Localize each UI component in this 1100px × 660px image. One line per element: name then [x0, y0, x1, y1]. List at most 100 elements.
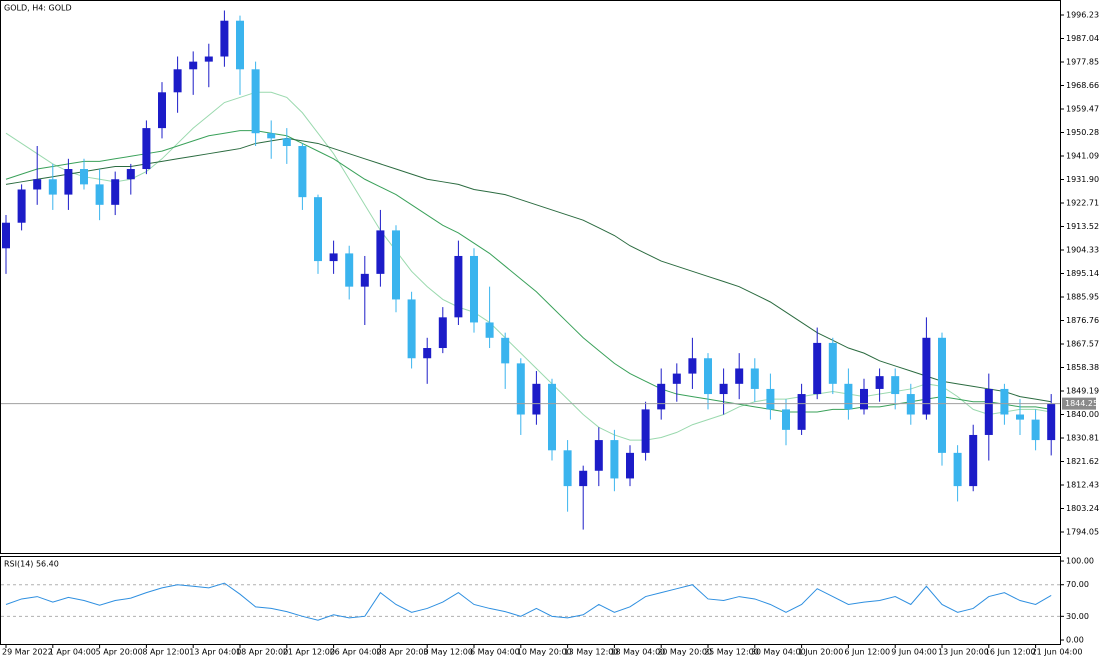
y-tick-label: 1987.04 [1066, 34, 1099, 43]
x-tick-label: 13 Jun 20:00 [938, 648, 989, 657]
candle-body [454, 255, 463, 318]
candle-body [1047, 403, 1056, 441]
y-tick-label: 1867.57 [1066, 340, 1099, 349]
x-tick-label: 5 Apr 20:00 [96, 648, 143, 657]
candle-body [485, 322, 494, 338]
y-tick-label: 1803.24 [1066, 504, 1099, 513]
x-tick-label: 30 May 04:00 [751, 648, 806, 657]
candle-body [267, 133, 276, 139]
candle-body [984, 388, 993, 435]
x-tick-label: 8 Apr 12:00 [142, 648, 189, 657]
x-tick-label: 29 Mar 2022 [2, 648, 53, 657]
y-tick-label: 1840.00 [1066, 410, 1099, 419]
candle-body [1016, 414, 1024, 420]
candle-body [1031, 419, 1040, 441]
candle-body [376, 230, 385, 274]
x-tick-label: 16 Jun 12:00 [985, 648, 1036, 657]
moving-average [5, 91, 1052, 441]
candle-body [891, 376, 900, 395]
candle-body [360, 273, 369, 287]
candle-body [48, 179, 57, 195]
y-tick-label: 1895.14 [1066, 269, 1099, 278]
x-tick-label: 18 Apr 20:00 [236, 648, 288, 657]
moving-average [5, 137, 1052, 403]
candle-body [532, 383, 541, 415]
candle-body [548, 383, 556, 451]
candle-body [33, 179, 42, 190]
candle-body [797, 394, 806, 430]
y-tick-label: 1794.05 [1066, 528, 1099, 537]
candle-body [407, 299, 416, 359]
y-tick-label: 1913.52 [1066, 222, 1099, 231]
candle-body [844, 383, 853, 410]
x-tick-label: 3 May 12:00 [423, 648, 473, 657]
x-tick-label: 9 Jun 04:00 [891, 648, 937, 657]
candle-body [719, 383, 728, 395]
candle-body [610, 440, 619, 479]
y-tick-label: 30.00 [1066, 612, 1089, 621]
candle-body [969, 434, 978, 487]
candle-body [173, 69, 182, 93]
y-tick-label: 1996.23 [1066, 11, 1099, 20]
candle-body [1000, 388, 1009, 415]
candle-body [345, 253, 354, 287]
candle-body [828, 342, 837, 384]
x-tick-label: 1 Apr 04:00 [49, 648, 96, 657]
x-tick-label: 20 May 20:00 [657, 648, 712, 657]
candle-body [922, 337, 931, 415]
x-tick-label: 28 Apr 20:00 [376, 648, 428, 657]
y-tick-label: 100.00 [1066, 557, 1094, 566]
candle-body [657, 383, 666, 410]
candle-body [438, 317, 447, 349]
candle-body [906, 394, 915, 415]
x-tick-label: 13 Apr 04:00 [189, 648, 241, 657]
candle-body [782, 409, 790, 430]
y-tick-label: 1849.19 [1066, 387, 1099, 396]
y-tick-label: 1922.71 [1066, 199, 1099, 208]
y-tick-label: 1941.09 [1066, 152, 1099, 161]
moving-average [5, 130, 1052, 413]
x-tick-label: 1 Jun 20:00 [798, 648, 844, 657]
candle-body [220, 20, 229, 57]
y-tick-label: 1977.85 [1066, 58, 1099, 67]
x-tick-label: 21 Apr 12:00 [283, 648, 335, 657]
candle-body [423, 348, 432, 359]
candle-body [766, 388, 775, 410]
candle-body [594, 440, 603, 471]
y-tick-label: 1959.47 [1066, 105, 1099, 114]
candle-body [329, 253, 338, 262]
candle-body [142, 128, 151, 170]
candle-body [626, 452, 634, 479]
candle-body [688, 358, 697, 374]
x-tick-label: 25 May 12:00 [704, 648, 759, 657]
candle-body [672, 373, 681, 384]
candle-body [111, 179, 120, 205]
candle-body [80, 169, 88, 185]
candle-body [579, 470, 588, 487]
candle-body [204, 56, 213, 62]
x-tick-label: 6 May 04:00 [470, 648, 520, 657]
y-tick-label: 1858.38 [1066, 363, 1099, 372]
y-tick-label: 1931.90 [1066, 175, 1099, 184]
candle-body [158, 92, 166, 129]
candle-body [251, 69, 260, 134]
candle-body [236, 20, 244, 70]
x-tick-label: 18 May 04:00 [610, 648, 665, 657]
current-price-box [1062, 397, 1096, 410]
x-tick-label: 6 Jun 12:00 [844, 648, 890, 657]
candle-body [392, 230, 400, 300]
rsi-panel [0, 556, 1061, 645]
candle-body [17, 189, 26, 223]
candle-body [95, 184, 104, 205]
candle-body [875, 376, 884, 389]
x-tick-label: 26 Apr 04:00 [330, 648, 382, 657]
y-tick-label: 0.00 [1066, 636, 1084, 645]
x-tick-label: 10 May 20:00 [517, 648, 572, 657]
candle-body [126, 169, 135, 180]
candle-body [64, 169, 73, 195]
candle-body [298, 146, 307, 198]
rsi-line [5, 582, 1052, 621]
candle-body [641, 409, 650, 453]
candle-body [516, 363, 525, 415]
